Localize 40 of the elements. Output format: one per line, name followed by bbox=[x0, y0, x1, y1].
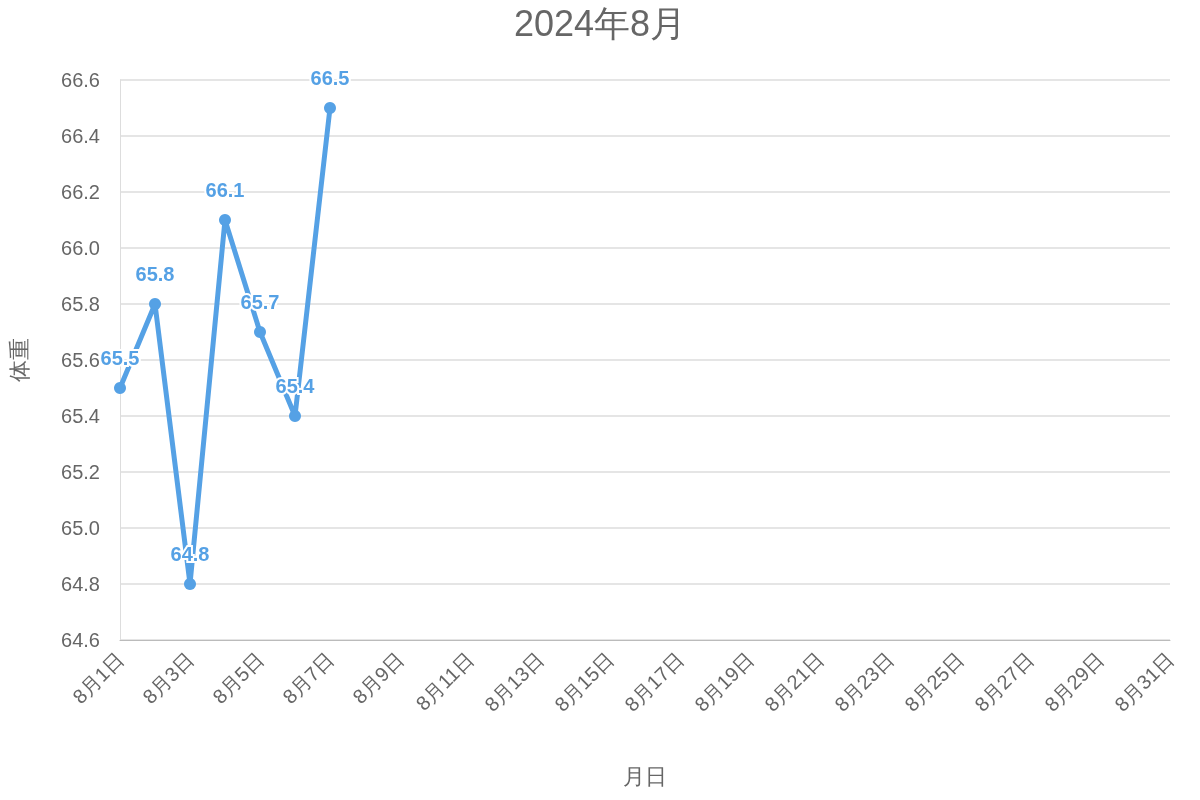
y-tick-label: 65.2 bbox=[61, 461, 100, 483]
y-tick-label: 65.0 bbox=[61, 517, 100, 539]
x-tick-label: 8月19日 bbox=[690, 648, 758, 716]
point bbox=[219, 214, 231, 226]
x-tick-label: 8月25日 bbox=[900, 648, 968, 716]
x-tick-label: 8月3日 bbox=[138, 648, 198, 708]
x-tick-label: 8月31日 bbox=[1110, 648, 1178, 716]
y-tick-label: 66.2 bbox=[61, 181, 100, 203]
x-tick-label: 8月7日 bbox=[278, 648, 338, 708]
x-tick-label: 8月5日 bbox=[208, 648, 268, 708]
x-tick-label: 8月29日 bbox=[1040, 648, 1108, 716]
x-tick-label: 8月23日 bbox=[830, 648, 898, 716]
y-tick-label: 65.4 bbox=[61, 405, 100, 427]
y-tick-label: 65.8 bbox=[61, 293, 100, 315]
y-tick-label: 64.8 bbox=[61, 573, 100, 595]
data-label: 66.5 bbox=[310, 67, 350, 89]
x-tick-label: 8月15日 bbox=[550, 648, 618, 716]
y-tick-label: 66.4 bbox=[61, 125, 100, 147]
x-tick-label: 8月21日 bbox=[760, 648, 828, 716]
x-tick-label: 8月27日 bbox=[970, 648, 1038, 716]
x-tick-label: 8月13日 bbox=[480, 648, 548, 716]
point bbox=[324, 102, 336, 114]
x-tick-label: 8月9日 bbox=[348, 648, 408, 708]
point bbox=[289, 410, 301, 422]
point bbox=[114, 382, 126, 394]
point bbox=[149, 298, 161, 310]
x-axis-title: 月日 bbox=[623, 763, 667, 789]
y-tick-label: 66.0 bbox=[61, 237, 100, 259]
y-axis-title: 体重 bbox=[6, 338, 32, 382]
point bbox=[184, 578, 196, 590]
x-tick-label: 8月17日 bbox=[620, 648, 688, 716]
point bbox=[254, 326, 266, 338]
y-tick-label: 65.6 bbox=[61, 349, 100, 371]
x-tick-label: 8月11日 bbox=[411, 648, 478, 715]
x-tick-label: 8月1日 bbox=[68, 648, 128, 708]
chart-title: 2024年8月 bbox=[513, 2, 687, 44]
data-label: 66.1 bbox=[205, 179, 245, 201]
data-label: 65.8 bbox=[135, 263, 175, 285]
y-tick-label: 66.6 bbox=[61, 69, 100, 91]
y-tick-label: 64.6 bbox=[61, 629, 100, 651]
